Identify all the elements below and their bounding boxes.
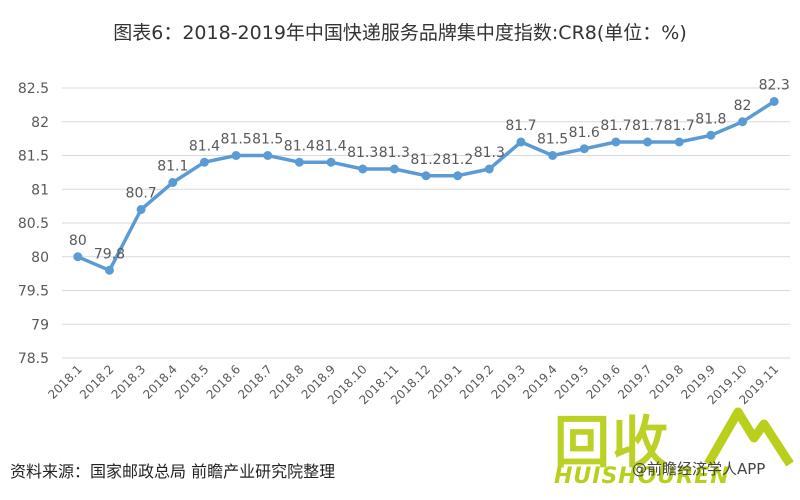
x-tick-label: 2018.4 <box>140 362 180 402</box>
data-label: 81.5 <box>221 132 252 148</box>
data-label: 81.3 <box>379 145 410 161</box>
data-point <box>643 137 653 147</box>
data-point <box>516 137 526 147</box>
data-point <box>548 151 558 160</box>
data-label: 81.4 <box>189 138 220 154</box>
data-label: 81.8 <box>695 111 726 127</box>
data-label: 81.1 <box>157 159 188 175</box>
data-label: 81.4 <box>315 138 346 154</box>
x-tick-label: 2018.7 <box>235 362 275 402</box>
data-point <box>294 157 304 167</box>
data-point <box>231 151 241 160</box>
data-point <box>136 205 146 214</box>
data-label: 81.7 <box>632 118 663 134</box>
x-tick-label: 2018.5 <box>172 362 212 402</box>
logo-peak-icon <box>704 407 794 467</box>
y-tick-label: 78.5 <box>18 351 49 367</box>
x-tick-label: 2018.6 <box>204 362 244 402</box>
data-label: 81.7 <box>600 118 631 134</box>
data-point <box>706 130 716 140</box>
data-point <box>73 252 83 262</box>
watermark-logo: 回收 HUISHOUREN <box>554 392 794 496</box>
data-point <box>389 164 399 174</box>
y-tick-label: 82.5 <box>18 81 49 97</box>
y-tick-label: 79 <box>31 317 49 333</box>
data-label: 81.2 <box>410 152 441 168</box>
logo-mark: 回收 <box>554 411 670 476</box>
data-point <box>326 157 336 167</box>
x-tick-label: 2018.8 <box>267 362 307 402</box>
y-tick-label: 82 <box>31 115 49 131</box>
y-tick-label: 80.5 <box>18 216 49 232</box>
data-point <box>674 137 684 147</box>
data-label: 81.5 <box>537 132 568 148</box>
data-point <box>769 97 779 106</box>
x-tick-label: 2018.1 <box>45 362 85 402</box>
data-point <box>421 171 431 181</box>
data-label: 81.6 <box>569 125 600 141</box>
chart-title: 图表6：2018-2019年中国快递服务品牌集中度指数:CR8(单位：%) <box>113 22 687 44</box>
data-point <box>611 137 621 147</box>
y-tick-label: 79.5 <box>18 284 49 300</box>
y-tick-label: 80 <box>31 250 49 266</box>
data-point <box>168 178 178 187</box>
x-tick-label: 2019.1 <box>425 362 465 402</box>
data-point <box>199 157 209 167</box>
data-point <box>738 117 748 127</box>
data-point <box>484 164 494 174</box>
data-label: 81.7 <box>664 118 695 134</box>
data-label: 82.3 <box>759 78 790 94</box>
x-tick-label: 2019.2 <box>457 362 497 402</box>
grid-lines <box>62 87 790 359</box>
data-label: 81.7 <box>505 118 536 134</box>
data-point <box>263 151 273 160</box>
x-tick-label: 2018.3 <box>109 362 149 402</box>
data-label: 80.7 <box>126 186 157 202</box>
y-tick-label: 81.5 <box>18 149 49 165</box>
data-label: 79.8 <box>94 246 125 262</box>
credit-text: @前瞻经济学人APP <box>632 460 766 478</box>
data-point <box>104 265 114 275</box>
data-point <box>358 164 368 174</box>
y-tick-label: 81 <box>31 182 49 198</box>
data-point <box>453 171 463 181</box>
data-point <box>579 144 589 154</box>
data-label: 82 <box>734 98 752 114</box>
data-source: 资料来源：国家邮政总局 前瞻产业研究院整理 <box>10 462 336 481</box>
data-points <box>73 97 779 275</box>
logo-wordmark: HUISHOUREN <box>554 464 730 489</box>
data-label: 81.5 <box>252 132 283 148</box>
y-axis-ticks: 78.5 79 79.5 80 80.5 81 81.5 82 82.5 <box>18 81 49 367</box>
data-label: 81.3 <box>474 145 505 161</box>
x-tick-label: 2018.2 <box>77 362 117 402</box>
data-label: 81.4 <box>284 138 315 154</box>
x-tick-label: 2019.3 <box>488 362 528 402</box>
data-label: 81.2 <box>442 152 473 168</box>
data-label: 80 <box>69 233 87 249</box>
data-label: 81.3 <box>347 145 378 161</box>
